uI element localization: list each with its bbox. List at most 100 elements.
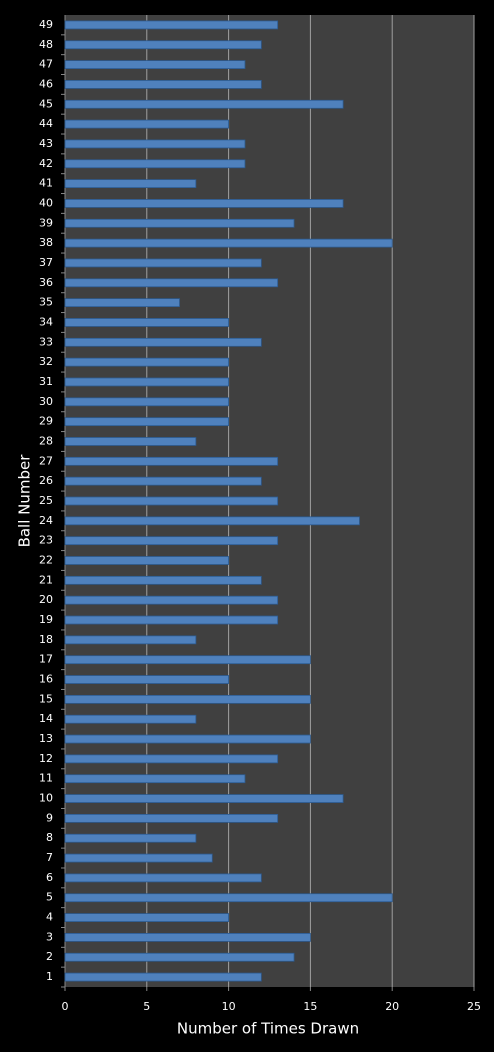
bar: [64, 397, 230, 407]
bar: [64, 714, 197, 724]
y-tick-label: 6: [46, 871, 53, 884]
bar: [64, 734, 311, 744]
y-tick-label: 38: [39, 236, 53, 249]
y-tick-label: 46: [39, 77, 53, 90]
y-tick-label: 27: [39, 454, 53, 467]
y-tick-label: 40: [39, 196, 53, 209]
bar: [64, 556, 230, 565]
y-tick-label: 48: [39, 38, 53, 51]
y-tick-label: 39: [39, 216, 53, 229]
bar: [64, 913, 230, 922]
bar: [64, 952, 295, 962]
x-tick-label: 0: [62, 1000, 69, 1013]
y-tick-label: 41: [39, 177, 53, 190]
y-tick-label: 28: [39, 434, 53, 447]
y-tick-label: 43: [39, 137, 53, 150]
bar: [64, 298, 180, 308]
y-tick-label: 16: [39, 673, 53, 686]
y-tick-label: 13: [39, 732, 53, 745]
y-tick-label: 11: [39, 772, 53, 785]
y-tick-label: 1: [46, 970, 53, 983]
y-tick-label: 47: [39, 58, 53, 71]
y-tick-label: 4: [46, 911, 53, 924]
bar: [64, 377, 230, 387]
bar: [64, 99, 344, 109]
bar: [64, 496, 279, 506]
bar: [64, 694, 311, 704]
bar: [64, 933, 311, 942]
bar: [64, 635, 197, 645]
y-tick-label: 26: [39, 474, 53, 487]
y-tick-label: 32: [39, 355, 53, 368]
y-tick-label: 45: [39, 97, 53, 110]
bar: [64, 972, 262, 982]
y-tick-label: 10: [39, 792, 53, 805]
bar: [64, 853, 213, 863]
y-tick-label: 31: [39, 375, 53, 388]
bar: [64, 893, 393, 903]
y-tick-label: 21: [39, 573, 53, 586]
bar: [64, 813, 279, 823]
y-tick-label: 36: [39, 276, 53, 289]
x-tick-label: 25: [467, 1000, 481, 1013]
y-tick-label: 42: [39, 157, 53, 170]
bar: [64, 60, 246, 69]
y-tick-label: 9: [46, 811, 53, 824]
bar: [64, 337, 262, 347]
y-tick-label: 20: [39, 593, 53, 606]
y-tick-label: 29: [39, 415, 53, 428]
bar: [64, 456, 279, 466]
y-tick-label: 37: [39, 256, 53, 269]
bar: [64, 873, 262, 883]
bar: [64, 615, 279, 625]
y-tick-label: 44: [39, 117, 53, 130]
bar: [64, 417, 230, 427]
bar: [64, 774, 246, 784]
bar: [64, 516, 360, 526]
bar: [64, 139, 246, 149]
bar: [64, 318, 230, 327]
bar: [64, 258, 262, 268]
bar: [64, 20, 279, 30]
y-tick-label: 14: [39, 712, 53, 725]
y-tick-label: 25: [39, 494, 53, 507]
bar: [64, 80, 262, 89]
x-tick-label: 10: [222, 1000, 236, 1013]
bar: [64, 357, 230, 367]
bar: [64, 655, 311, 665]
bar: [64, 575, 262, 585]
y-tick-label: 33: [39, 335, 53, 348]
y-tick-label: 7: [46, 851, 53, 864]
bar: [64, 437, 197, 446]
bar: [64, 238, 393, 248]
y-tick-label: 5: [46, 891, 53, 904]
bar: [64, 595, 279, 605]
x-tick-label: 15: [303, 1000, 317, 1013]
y-tick-label: 17: [39, 653, 53, 666]
bar: [64, 476, 262, 486]
bar: [64, 794, 344, 803]
y-tick-label: 23: [39, 534, 53, 547]
y-tick-label: 8: [46, 831, 53, 844]
bar: [64, 675, 230, 684]
bar: [64, 159, 246, 169]
y-tick-label: 49: [39, 18, 53, 31]
bar: [64, 278, 279, 288]
bar: [64, 833, 197, 843]
bar: [64, 179, 197, 189]
bar: [64, 199, 344, 208]
bar: [64, 40, 262, 50]
bar: [64, 754, 279, 764]
y-tick-label: 35: [39, 296, 53, 309]
x-tick-label: 20: [385, 1000, 399, 1013]
bar: [64, 218, 295, 228]
x-tick-label: 5: [143, 1000, 150, 1013]
y-tick-label: 3: [46, 930, 53, 943]
y-axis-title: Ball Number: [16, 454, 34, 548]
x-axis-title: Number of Times Drawn: [177, 1020, 359, 1038]
y-tick-label: 24: [39, 514, 53, 527]
y-tick-label: 19: [39, 613, 53, 626]
y-tick-label: 34: [39, 315, 53, 328]
bar: [64, 119, 230, 129]
